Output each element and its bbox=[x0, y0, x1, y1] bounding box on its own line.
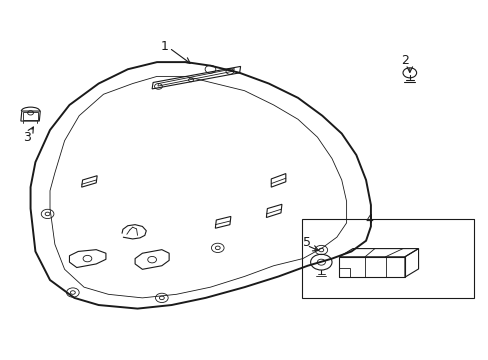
Text: 3: 3 bbox=[22, 131, 31, 144]
Text: 4: 4 bbox=[365, 213, 372, 226]
Text: 2: 2 bbox=[400, 54, 408, 67]
Text: 1: 1 bbox=[160, 40, 168, 53]
Text: 5: 5 bbox=[302, 236, 310, 249]
Bar bbox=[301, 219, 473, 298]
